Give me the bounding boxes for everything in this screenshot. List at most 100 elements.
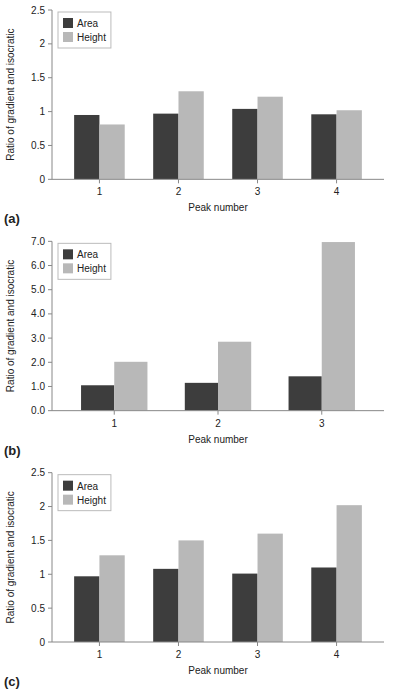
bar [178, 540, 203, 642]
x-tick-label: 3 [255, 186, 261, 197]
y-axis-line [52, 473, 53, 642]
legend-swatch [63, 249, 73, 259]
bar [99, 124, 124, 179]
bar [153, 114, 178, 180]
legend: AreaHeight [58, 475, 111, 511]
y-tick-label: 1.5 [31, 535, 45, 546]
y-tick [48, 506, 52, 507]
y-tick [48, 574, 52, 575]
x-tick [218, 411, 219, 415]
bar [153, 569, 178, 642]
legend-swatch [63, 263, 73, 273]
y-tick-label: 6.0 [31, 260, 45, 271]
bar [81, 385, 114, 410]
y-tick [48, 386, 52, 387]
bar [185, 383, 218, 411]
panel: 0.01.02.03.04.05.06.07.0123Peak numberRa… [4, 236, 384, 458]
y-tick [48, 77, 52, 78]
y-axis-line [52, 10, 53, 179]
x-axis-label: Peak number [188, 202, 248, 213]
y-tick [48, 145, 52, 146]
x-tick-label: 2 [176, 186, 182, 197]
y-tick [48, 362, 52, 363]
y-tick [48, 241, 52, 242]
y-tick-label: 0.0 [31, 405, 45, 416]
x-axis-line [52, 642, 384, 643]
y-tick-label: 7.0 [31, 236, 45, 247]
bar [258, 534, 283, 642]
x-tick [321, 411, 322, 415]
legend-label: Area [77, 18, 99, 29]
bar [74, 576, 99, 642]
bar [258, 97, 283, 180]
bar [99, 555, 124, 642]
x-tick-label: 4 [334, 649, 340, 660]
y-tick-label: 0.5 [31, 140, 45, 151]
y-tick-label: 5.0 [31, 284, 45, 295]
legend-label: Area [77, 249, 99, 260]
x-tick-label: 3 [319, 418, 325, 429]
bars [74, 91, 362, 179]
y-tick-label: 2.5 [31, 5, 45, 16]
bar [311, 114, 336, 179]
y-tick [48, 472, 52, 473]
y-tick-label: 1.0 [31, 381, 45, 392]
y-tick-label: 1.5 [31, 72, 45, 83]
bar [218, 342, 251, 411]
x-axis-line [52, 179, 384, 180]
bar [74, 115, 99, 179]
y-tick-label: 3.0 [31, 333, 45, 344]
x-tick [178, 179, 179, 183]
x-tick [257, 179, 258, 183]
bar [311, 567, 336, 642]
panel-label: (c) [4, 674, 20, 689]
y-axis-label: Ratio of gradient and isocratic [5, 491, 16, 623]
legend-box [58, 243, 111, 279]
y-tick-label: 2 [39, 501, 45, 512]
legend-swatch [63, 18, 73, 28]
x-tick [336, 179, 337, 183]
x-tick [114, 411, 115, 415]
y-tick-label: 1 [39, 106, 45, 117]
y-tick [48, 10, 52, 11]
bars [74, 505, 362, 642]
panel: 00.511.522.51234Peak numberRatio of grad… [4, 467, 384, 689]
y-tick [48, 608, 52, 609]
y-tick [48, 111, 52, 112]
x-tick-label: 1 [111, 418, 117, 429]
y-tick [48, 179, 52, 180]
legend-swatch [63, 495, 73, 505]
y-tick-label: 4.0 [31, 308, 45, 319]
figure: 0 0.5 1 1.5 2 2.5 1 2 3 4 Peak number Ratio of grad… [0, 0, 394, 694]
y-axis-line [52, 241, 53, 410]
y-axis-label: Ratio of gradient and isocratic [5, 29, 16, 161]
y-tick [48, 265, 52, 266]
y-tick-label: 2.0 [31, 357, 45, 368]
legend-box [58, 12, 111, 48]
legend-swatch [63, 481, 73, 491]
x-tick [99, 179, 100, 183]
y-tick-label: 0 [39, 637, 45, 648]
x-tick-label: 4 [334, 186, 340, 197]
legend-label: Area [77, 481, 99, 492]
panel-label: (a) [4, 211, 20, 226]
y-tick-label: 0.5 [31, 603, 45, 614]
x-tick [99, 642, 100, 646]
y-tick [48, 43, 52, 44]
legend-swatch [63, 32, 73, 42]
panel: 00.511.522.51234Peak numberRatio of grad… [4, 5, 384, 227]
y-tick [48, 289, 52, 290]
x-tick-label: 3 [255, 649, 261, 660]
x-tick-label: 1 [97, 649, 103, 660]
bar [232, 109, 257, 179]
y-tick [48, 313, 52, 314]
y-tick [48, 410, 52, 411]
x-tick [336, 642, 337, 646]
y-tick-label: 2 [39, 38, 45, 49]
bar [232, 574, 257, 642]
x-tick [257, 642, 258, 646]
y-tick [48, 540, 52, 541]
x-axis-label: Peak number [188, 665, 248, 676]
x-axis-label: Peak number [188, 434, 248, 445]
x-tick-label: 2 [215, 418, 221, 429]
